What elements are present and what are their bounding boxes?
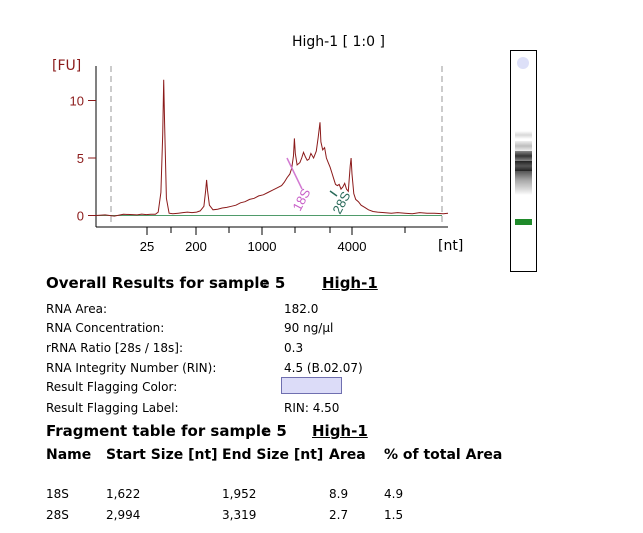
flag-label-label: Result Flagging Label: xyxy=(46,401,179,415)
x-tick-label: 200 xyxy=(185,239,207,254)
electropherogram-trace xyxy=(95,79,449,217)
rna-area-value: 182.0 xyxy=(284,302,319,316)
peak-28s-integration-line xyxy=(329,190,338,197)
chart-label-layer: 18S 28S xyxy=(289,186,353,217)
column-header-percent-area: % of total Area xyxy=(384,447,503,463)
electropherogram-chart: 0 5 10 25 200 1000 4000 18S 28S xyxy=(70,66,449,254)
area-cell: 8.9 xyxy=(329,487,349,501)
fragment-table-sample-name[interactable]: High-1 xyxy=(312,422,368,440)
rna-concentration-label: RNA Concentration: xyxy=(46,321,165,335)
x-tick-label: 1000 xyxy=(248,239,277,254)
fragment-table-title: Fragment table for sample 5 xyxy=(46,422,287,440)
rin-value: 4.5 (B.02.07) xyxy=(284,361,363,375)
gel-band xyxy=(515,171,532,195)
percent-area-cell: 1.5 xyxy=(384,508,404,522)
overall-results-colon: : xyxy=(262,274,268,292)
gel-lane-image xyxy=(510,50,537,272)
overall-results-sample-name[interactable]: High-1 xyxy=(322,274,378,292)
chart-series-layer xyxy=(95,79,449,217)
start-size-cell: 1,622 xyxy=(106,487,141,501)
y-tick-label: 10 xyxy=(70,94,84,109)
start-size-cell: 2,994 xyxy=(106,508,141,522)
gel-band xyxy=(515,161,532,171)
y-tick-label: 5 xyxy=(77,151,84,166)
fragment-name-cell: 28S xyxy=(46,508,69,522)
column-header-name: Name xyxy=(46,447,92,463)
flag-color-swatch xyxy=(281,377,342,394)
y-tick-label: 0 xyxy=(77,209,84,224)
gel-lower-marker-band xyxy=(515,219,532,225)
column-header-area: Area xyxy=(329,447,366,463)
x-tick-label: 25 xyxy=(140,239,154,254)
rna-area-label: RNA Area: xyxy=(46,302,107,316)
end-size-cell: 1,952 xyxy=(222,487,257,501)
chart-title: High-1 [ 1:0 ] xyxy=(292,34,385,50)
column-header-start-size: Start Size [nt] xyxy=(106,447,218,463)
y-axis-label: [FU] xyxy=(52,58,82,74)
gel-band xyxy=(515,151,532,161)
flag-color-label: Result Flagging Color: xyxy=(46,380,178,394)
rin-label: RNA Integrity Number (RIN): xyxy=(46,361,217,375)
x-tick-label: 4000 xyxy=(338,239,367,254)
overall-results-title: Overall Results for sample 5 xyxy=(46,274,286,292)
fragment-table-colon: : xyxy=(262,422,268,440)
chart-axes: 0 5 10 25 200 1000 4000 xyxy=(70,66,448,254)
gel-marker-dot xyxy=(517,57,529,69)
gel-band xyxy=(515,131,532,139)
rna-concentration-value: 90 ng/µl xyxy=(284,321,334,335)
percent-area-cell: 4.9 xyxy=(384,487,404,501)
area-cell: 2.7 xyxy=(329,508,349,522)
flag-label-value: RIN: 4.50 xyxy=(284,401,340,415)
peak-label: 18S xyxy=(289,186,313,214)
column-header-end-size: End Size [nt] xyxy=(222,447,324,463)
rrna-ratio-value: 0.3 xyxy=(284,341,304,355)
fragment-name-cell: 18S xyxy=(46,487,69,501)
x-axis-label: [nt] xyxy=(438,238,464,254)
gel-band xyxy=(515,141,532,151)
peak-18s-integration-line xyxy=(286,157,303,190)
rrna-ratio-label: rRNA Ratio [28s / 18s]: xyxy=(46,341,184,355)
end-size-cell: 3,319 xyxy=(222,508,257,522)
